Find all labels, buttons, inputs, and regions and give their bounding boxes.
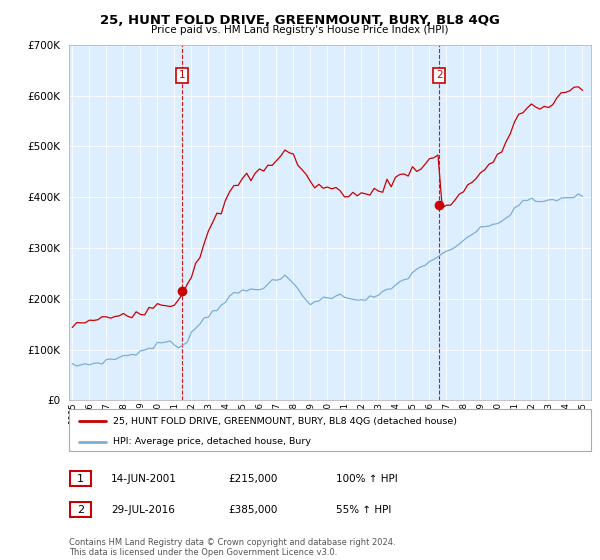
FancyBboxPatch shape [70,472,91,486]
Text: 25, HUNT FOLD DRIVE, GREENMOUNT, BURY, BL8 4QG: 25, HUNT FOLD DRIVE, GREENMOUNT, BURY, B… [100,14,500,27]
Text: HPI: Average price, detached house, Bury: HPI: Average price, detached house, Bury [113,437,311,446]
Text: 25, HUNT FOLD DRIVE, GREENMOUNT, BURY, BL8 4QG (detached house): 25, HUNT FOLD DRIVE, GREENMOUNT, BURY, B… [113,417,457,426]
Text: Price paid vs. HM Land Registry's House Price Index (HPI): Price paid vs. HM Land Registry's House … [151,25,449,35]
Text: 29-JUL-2016: 29-JUL-2016 [111,505,175,515]
Text: 2: 2 [436,71,443,80]
Text: 1: 1 [77,474,84,484]
Text: 100% ↑ HPI: 100% ↑ HPI [336,474,398,484]
Text: £215,000: £215,000 [228,474,277,484]
FancyBboxPatch shape [69,409,591,451]
Text: £385,000: £385,000 [228,505,277,515]
Text: Contains HM Land Registry data © Crown copyright and database right 2024.
This d: Contains HM Land Registry data © Crown c… [69,538,395,557]
Text: 14-JUN-2001: 14-JUN-2001 [111,474,177,484]
Text: 1: 1 [179,71,185,80]
FancyBboxPatch shape [70,502,91,517]
Text: 55% ↑ HPI: 55% ↑ HPI [336,505,391,515]
Text: 2: 2 [77,505,84,515]
